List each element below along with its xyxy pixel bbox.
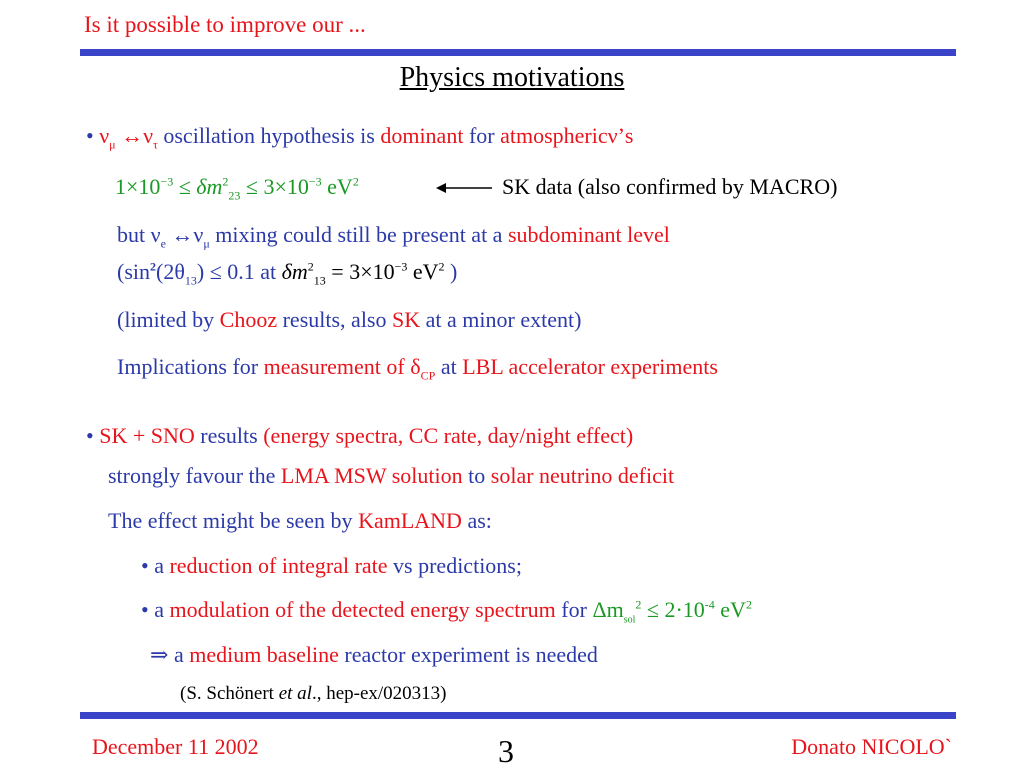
implies-arrow-icon: ⇒: [150, 642, 169, 667]
text-kamland: KamLAND: [358, 508, 462, 533]
text-oscillation-hypothesis: oscillation hypothesis is: [163, 123, 375, 148]
bullet-2-marker: •: [86, 423, 94, 448]
page-number: 3: [498, 733, 514, 769]
bottom-divider: [80, 712, 956, 719]
text-atmospheric: atmospheric: [500, 123, 608, 148]
footer-date: December 11 2002: [92, 734, 259, 759]
text-sk: SK: [392, 307, 421, 332]
text-dominant: dominant: [380, 123, 464, 148]
bullet-1-line: • νμ ↔ντ oscillation hypothesis is domin…: [86, 123, 634, 152]
kamland-line: The effect might be seen by KamLAND as:: [108, 508, 492, 533]
formula-theta13: (sin2(2θ13) ≤ 0.1 at δm213 = 3×10−3 eV2 …: [117, 259, 458, 288]
lma-msw-line: strongly favour the LMA MSW solution to …: [108, 463, 675, 488]
text-chooz: Chooz: [219, 307, 278, 332]
slide-heading: Physics motivations: [399, 62, 625, 93]
formula-delta-m23: 1×10−3 ≤ δm223 ≤ 3×10−3 eV2: [115, 174, 359, 203]
nu-mu-symbol: νμ: [99, 123, 116, 152]
top-divider: [80, 49, 956, 56]
sub-bullet-reduction: • a reduction of integral rate vs predic…: [141, 553, 522, 578]
pointer-arrow-icon: [436, 183, 492, 193]
oscillation-arrow: ↔ντ: [121, 123, 158, 152]
implications-line: Implications for measurement of δCP at L…: [117, 354, 718, 383]
implies-line: ⇒ a medium baseline reactor experiment i…: [150, 642, 598, 667]
header-title: Is it possible to improve our ...: [84, 12, 366, 37]
bullet-1-marker: •: [86, 123, 94, 148]
text-nus: ν’s: [607, 123, 634, 148]
sk-data-note: SK data (also confirmed by MACRO): [502, 174, 838, 199]
subdominant-line: but νe ↔νμ mixing could still be present…: [117, 222, 670, 251]
bullet-2-line: • SK + SNO results (energy spectra, CC r…: [86, 423, 634, 448]
text-for: for: [468, 123, 495, 148]
citation: (S. Schönert et al., hep-ex/020313): [180, 683, 447, 704]
text-subdominant-level: subdominant level: [507, 222, 670, 247]
footer-author: Donato NICOLO`: [791, 734, 952, 759]
sub-bullet-modulation: • a modulation of the detected energy sp…: [141, 597, 752, 626]
text-sk-sno: SK + SNO: [99, 423, 195, 448]
chooz-line: (limited by Chooz results, also SK at a …: [117, 307, 582, 332]
